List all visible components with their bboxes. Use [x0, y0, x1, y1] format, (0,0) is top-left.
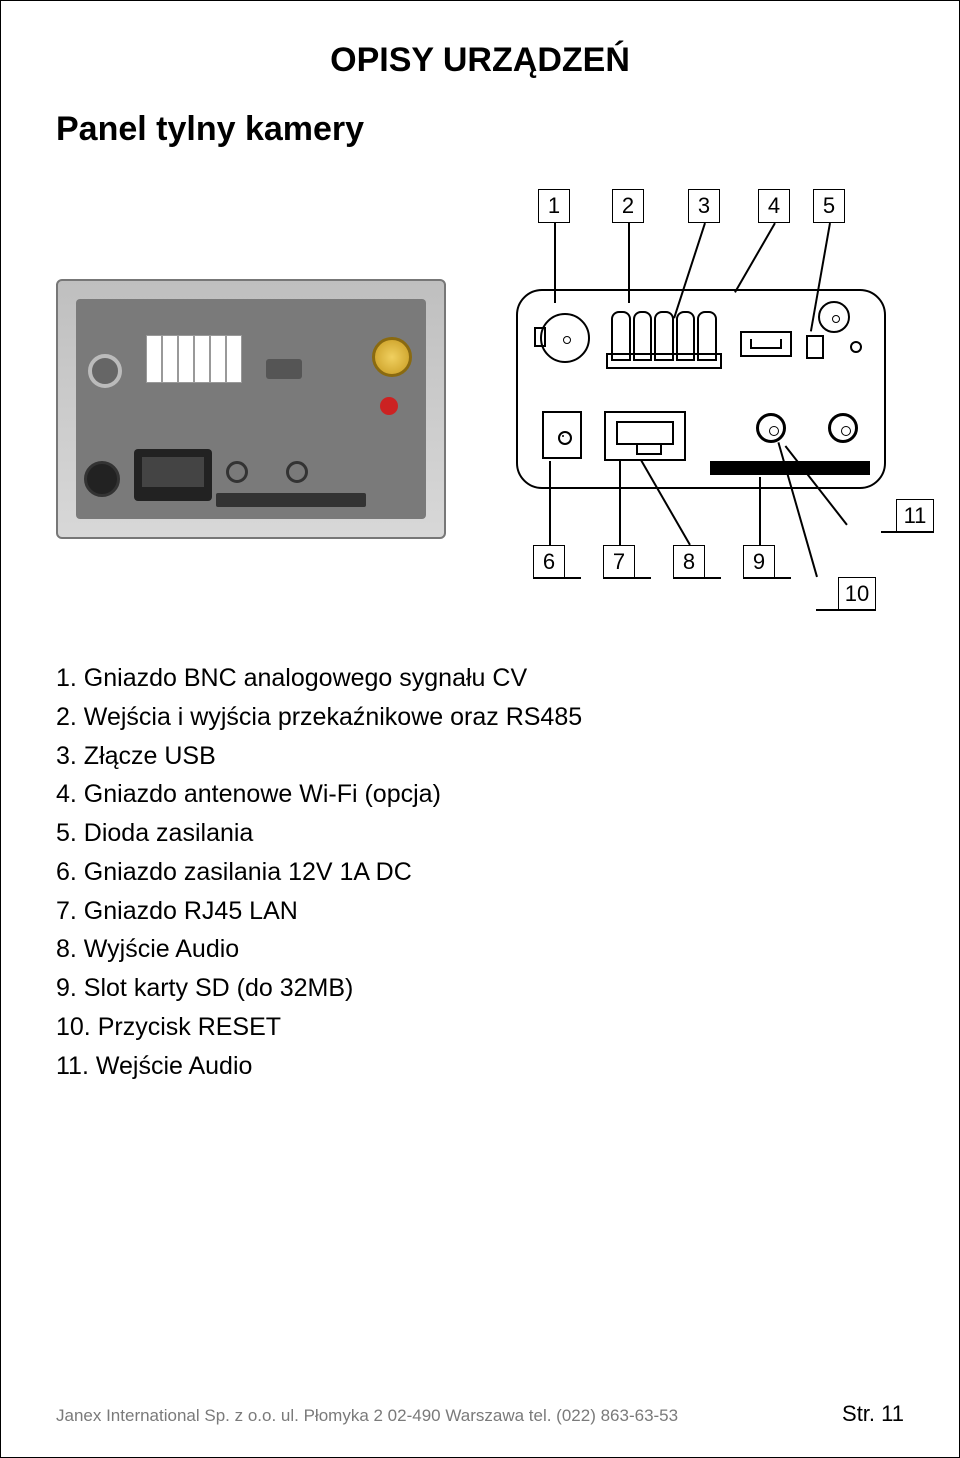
list-item: 1. Gniazdo BNC analogowego sygnału CV — [56, 659, 904, 698]
description-list: 1. Gniazdo BNC analogowego sygnału CV 2.… — [56, 659, 904, 1085]
list-item: 2. Wejścia i wyjścia przekaźnikowe oraz … — [56, 698, 904, 737]
callout-10: 10 — [838, 577, 876, 611]
list-item: 3. Złącze USB — [56, 737, 904, 776]
list-item: 7. Gniazdo RJ45 LAN — [56, 892, 904, 931]
list-item: 6. Gniazdo zasilania 12V 1A DC — [56, 853, 904, 892]
callout-11: 11 — [896, 499, 934, 533]
callout-1: 1 — [538, 189, 570, 223]
footer-text: Janex International Sp. z o.o. ul. Płomy… — [56, 1406, 678, 1426]
callout-2: 2 — [612, 189, 644, 223]
list-item: 9. Slot karty SD (do 32MB) — [56, 969, 904, 1008]
callout-8: 8 — [673, 545, 705, 579]
callout-5: 5 — [813, 189, 845, 223]
callout-3: 3 — [688, 189, 720, 223]
list-item: 5. Dioda zasilania — [56, 814, 904, 853]
callout-9: 9 — [743, 545, 775, 579]
page-number: 11 — [881, 1401, 904, 1426]
page-indicator: Str. 11 — [842, 1401, 904, 1427]
section-subtitle: Panel tylny kamery — [56, 110, 904, 149]
callout-7: 7 — [603, 545, 635, 579]
callout-diagram: 1 2 3 4 5 6 7 8 9 — [486, 189, 916, 619]
callout-6: 6 — [533, 545, 565, 579]
page-footer: Janex International Sp. z o.o. ul. Płomy… — [56, 1401, 904, 1427]
list-item: 8. Wyjście Audio — [56, 930, 904, 969]
page-label: Str. — [842, 1401, 875, 1426]
callout-4: 4 — [758, 189, 790, 223]
panel-outline — [516, 289, 886, 489]
list-item: 4. Gniazdo antenowe Wi-Fi (opcja) — [56, 775, 904, 814]
list-item: 11. Wejście Audio — [56, 1047, 904, 1086]
list-item: 10. Przycisk RESET — [56, 1008, 904, 1047]
figure-area: 1 2 3 4 5 6 7 8 9 — [56, 189, 904, 619]
page-title: OPISY URZĄDZEŃ — [56, 41, 904, 80]
camera-photo — [56, 279, 446, 539]
